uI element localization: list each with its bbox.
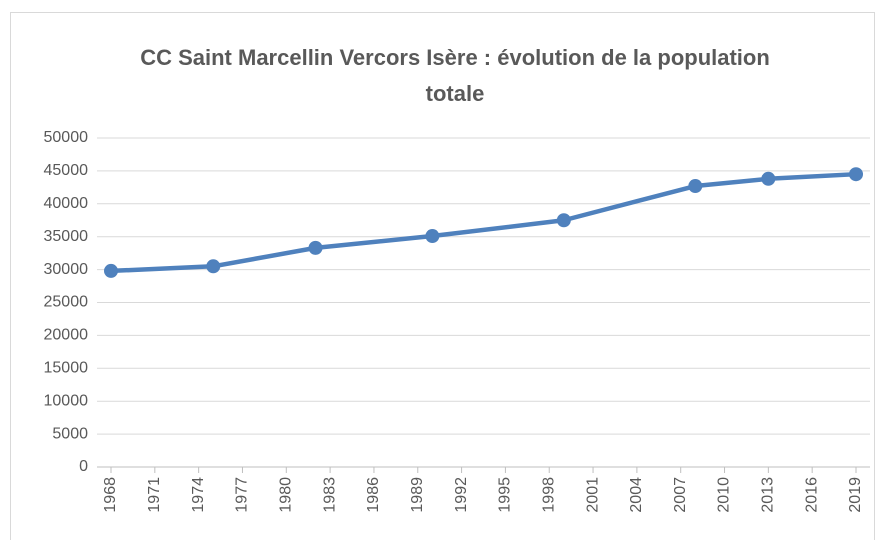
marker (761, 171, 776, 186)
marker (104, 263, 118, 278)
x-tick-label: 2007 (672, 477, 689, 513)
y-tick-label: 0 (79, 458, 88, 475)
x-tick-label: 2016 (803, 477, 820, 513)
y-tick-label: 25000 (44, 294, 89, 311)
y-tick-label: 15000 (44, 360, 89, 377)
marker (308, 240, 323, 255)
x-tick-label: 1992 (453, 477, 470, 513)
y-tick-label: 30000 (44, 261, 89, 278)
marker (425, 229, 440, 244)
y-tick-label: 50000 (44, 129, 89, 146)
chart-frame (10, 12, 875, 540)
x-tick-label: 1980 (278, 477, 295, 513)
marker (688, 179, 703, 194)
y-tick-label: 45000 (44, 162, 89, 179)
x-tick-label: 1998 (540, 477, 557, 513)
y-tick-label: 10000 (44, 392, 89, 409)
x-tick-label: 1986 (365, 477, 382, 513)
x-tick-label: 2004 (628, 477, 645, 513)
marker (556, 213, 571, 228)
y-tick-label: 35000 (44, 228, 89, 245)
chart-title: CC Saint Marcellin Vercors Isère : évolu… (140, 45, 770, 106)
y-tick-label: 20000 (44, 327, 89, 344)
x-tick-label: 1974 (190, 477, 207, 513)
x-tick-label: 2001 (584, 477, 601, 513)
x-tick-label: 1995 (497, 477, 514, 513)
x-tick-label: 1983 (321, 477, 338, 513)
x-tick-label: 1977 (234, 477, 251, 513)
x-tick-label: 1968 (102, 477, 119, 513)
x-tick-label: 2010 (716, 477, 733, 513)
y-tick-label: 5000 (52, 425, 88, 442)
marker (206, 259, 221, 274)
x-tick-label: 1989 (409, 477, 426, 513)
marker (849, 167, 863, 182)
y-tick-label: 40000 (44, 195, 89, 212)
x-tick-label: 1971 (146, 477, 163, 513)
line (110, 171, 857, 274)
x-tick-label: 2019 (847, 477, 864, 513)
x-tick-label: 2013 (760, 477, 777, 513)
